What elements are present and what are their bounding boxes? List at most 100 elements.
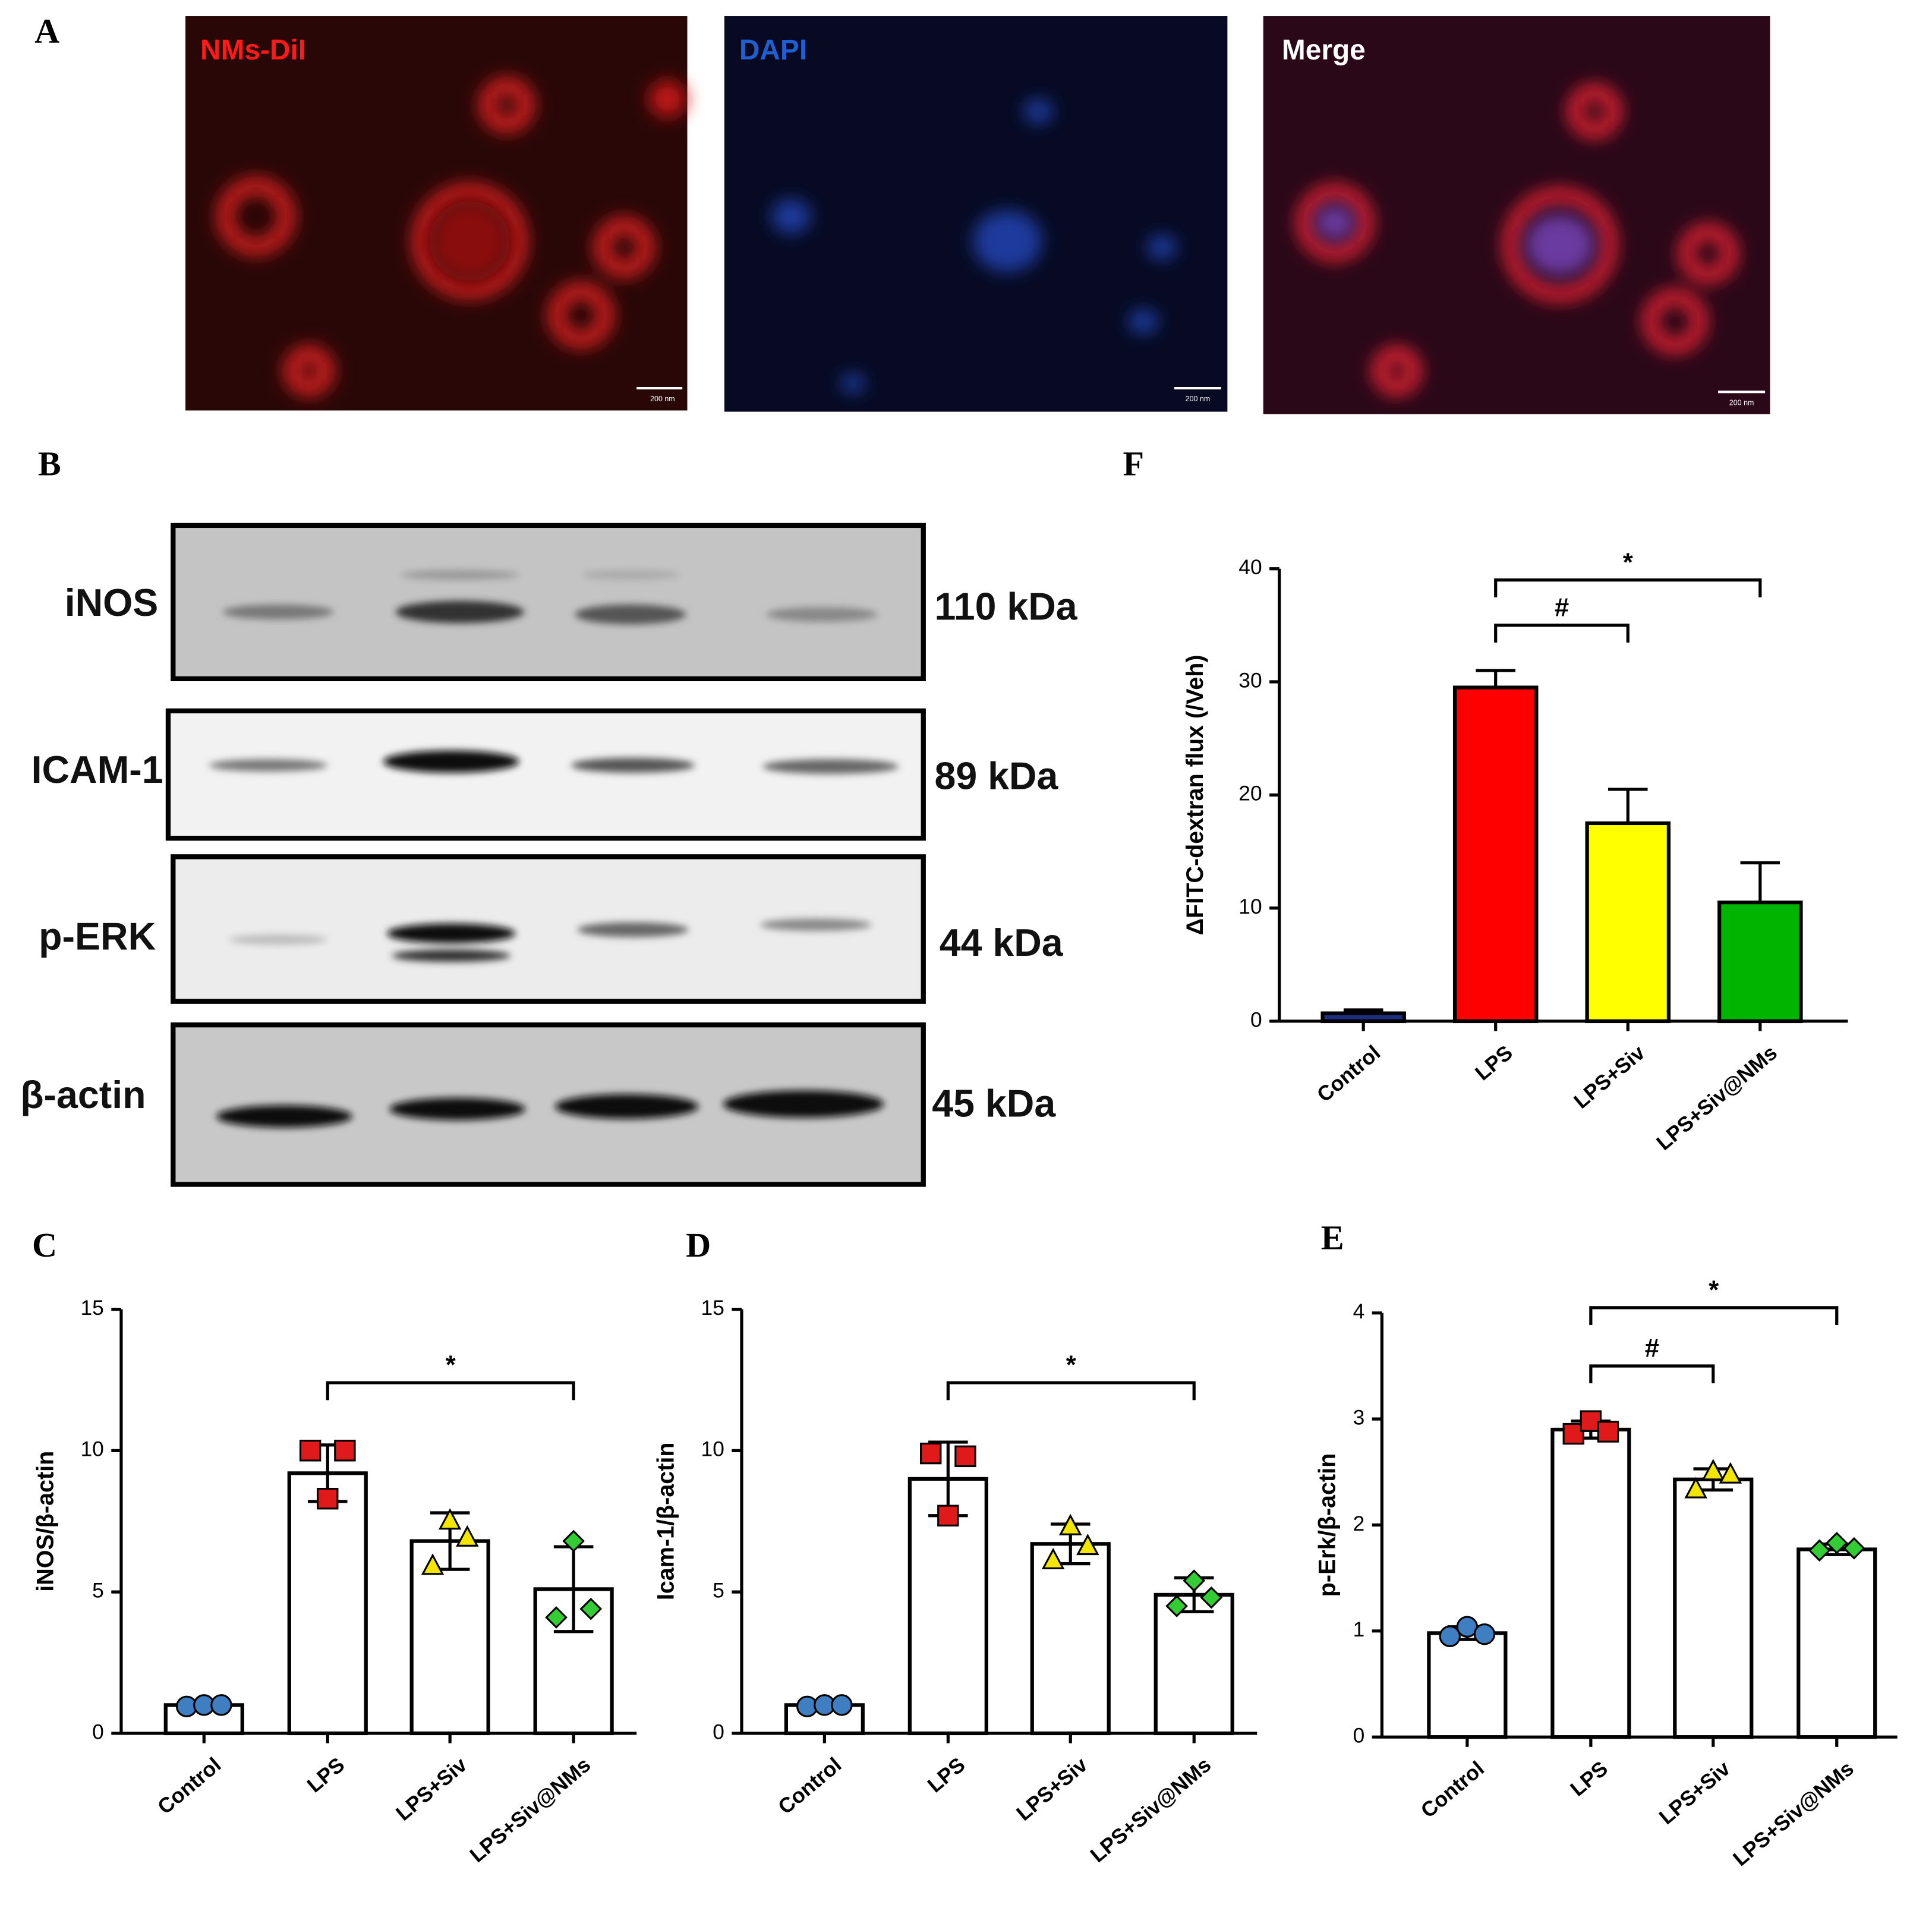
data-point <box>421 1553 445 1575</box>
y-tick-label: 5 <box>713 1579 724 1602</box>
data-point <box>1200 1586 1223 1609</box>
bar <box>1030 1542 1111 1736</box>
y-tick-label: 40 <box>1238 556 1262 579</box>
bar <box>1452 685 1539 1024</box>
data-point <box>920 1442 942 1465</box>
x-tick-label: Control <box>1417 1757 1489 1823</box>
data-point <box>1165 1595 1188 1617</box>
blot-bands <box>209 569 899 1128</box>
y-tick-label: 4 <box>1353 1300 1365 1323</box>
y-tick-label: 2 <box>1353 1512 1365 1535</box>
significance-bracket <box>1494 624 1630 643</box>
x-tick-label: LPS+Siv@NMs <box>466 1753 595 1867</box>
scale-bar-label: 200 nm <box>1186 395 1211 403</box>
x-tick-label: LPS <box>1471 1041 1517 1085</box>
error-bar <box>1608 788 1648 823</box>
significance-label: * <box>446 1351 456 1380</box>
kda-label: 110 kDa <box>934 585 1077 628</box>
micrograph-red: NMs-DiI 200 nm <box>185 16 688 411</box>
bar <box>1550 1427 1631 1739</box>
bar <box>287 1471 368 1736</box>
y-tick-label: 1 <box>1353 1618 1365 1641</box>
y-axis-label: p-Erk/β-actin <box>1314 1453 1340 1597</box>
panel-label: F <box>1123 445 1145 483</box>
significance-bracket <box>326 1381 575 1400</box>
y-tick-label: 15 <box>701 1296 724 1320</box>
y-tick-label: 15 <box>80 1296 103 1320</box>
x-tick-label: LPS+Siv <box>1569 1041 1649 1113</box>
data-point <box>1059 1513 1082 1535</box>
x-tick-label: LPS+Siv@NMs <box>1086 1753 1216 1867</box>
significance-label: # <box>1555 593 1569 622</box>
y-tick-label: 20 <box>1238 782 1262 805</box>
y-axis-label: iNOS/β-actin <box>33 1451 59 1592</box>
data-point <box>1825 1531 1848 1554</box>
protein-label: β-actin <box>20 1074 146 1116</box>
x-tick-label: Control <box>774 1753 846 1819</box>
scale-bar-label: 200 nm <box>650 395 675 403</box>
channel-label: DAPI <box>739 34 807 66</box>
data-point <box>1701 1459 1725 1481</box>
data-point <box>1684 1477 1707 1499</box>
scale-bar-label: 200 nm <box>1729 398 1754 407</box>
x-tick-label: Control <box>153 1753 225 1819</box>
protein-label: p-ERK <box>39 915 156 958</box>
x-tick-label: LPS+Siv <box>392 1753 471 1825</box>
y-tick-label: 3 <box>1353 1406 1365 1429</box>
data-point <box>1843 1537 1865 1560</box>
significance-label: * <box>1623 547 1633 577</box>
x-tick-label: Control <box>1313 1041 1385 1107</box>
data-point <box>954 1445 976 1468</box>
significance-label: * <box>1066 1351 1076 1380</box>
x-tick-label: LPS+Siv@NMs <box>1652 1041 1782 1155</box>
y-tick-label: 0 <box>1353 1724 1365 1748</box>
data-point <box>1808 1539 1831 1562</box>
data-point <box>317 1488 339 1510</box>
panel-label: B <box>38 445 61 483</box>
data-point <box>1076 1534 1099 1556</box>
protein-label: ICAM-1 <box>31 748 163 791</box>
x-tick-label: LPS+Siv <box>1012 1753 1092 1825</box>
bar <box>1585 821 1671 1024</box>
kda-label: 45 kDa <box>932 1082 1056 1125</box>
error-bar <box>1740 861 1780 903</box>
data-point <box>937 1504 959 1526</box>
panel-label: E <box>1321 1219 1344 1257</box>
kda-label: 44 kDa <box>940 921 1064 964</box>
micrograph-blue: DAPI 200 nm <box>724 16 1228 412</box>
western-blot <box>165 523 926 1187</box>
panel-label: A <box>34 12 59 51</box>
significance-bracket <box>1589 1306 1839 1325</box>
y-tick-label: 10 <box>1238 895 1262 918</box>
micrograph-merge: Merge 200 nm <box>1263 16 1770 414</box>
x-tick-label: LPS <box>1566 1757 1612 1801</box>
data-point <box>456 1525 479 1547</box>
significance-bracket <box>1589 1364 1715 1384</box>
data-point <box>1597 1421 1619 1443</box>
data-point <box>1183 1569 1206 1592</box>
channel-label: NMs-DiI <box>200 34 306 66</box>
y-tick-label: 10 <box>701 1438 724 1461</box>
data-point <box>831 1694 853 1716</box>
y-tick-label: 0 <box>92 1720 104 1743</box>
data-point <box>1439 1625 1461 1647</box>
bar <box>1717 901 1803 1024</box>
data-point <box>1719 1462 1742 1484</box>
significance-bracket <box>1494 578 1762 597</box>
significance-label: * <box>1709 1275 1719 1304</box>
y-tick-label: 30 <box>1238 669 1262 692</box>
data-point <box>562 1529 585 1553</box>
data-point <box>1473 1623 1496 1645</box>
x-tick-label: LPS <box>924 1753 970 1797</box>
y-axis-label: Icam-1/β-actin <box>653 1442 679 1600</box>
y-tick-label: 10 <box>80 1438 103 1461</box>
bar <box>1673 1477 1754 1739</box>
x-tick-label: LPS+Siv <box>1655 1757 1735 1829</box>
bar <box>1153 1592 1234 1736</box>
data-point <box>299 1440 322 1462</box>
panel-label: D <box>686 1226 711 1264</box>
data-point <box>334 1440 356 1462</box>
error-bar <box>1343 1008 1383 1013</box>
